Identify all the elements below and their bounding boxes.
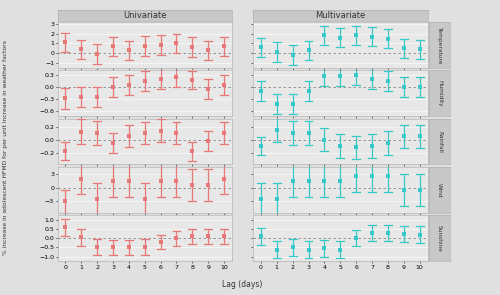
Text: Lag (days): Lag (days) xyxy=(222,279,262,289)
Text: Univariate: Univariate xyxy=(123,11,166,20)
Text: Temperature: Temperature xyxy=(437,26,442,64)
Text: Wind: Wind xyxy=(437,183,442,197)
Text: Sunshine: Sunshine xyxy=(437,225,442,252)
Text: Multivariate: Multivariate xyxy=(315,11,366,20)
Text: Rainfall: Rainfall xyxy=(437,131,442,153)
Text: % increase in adolescent HFMD for per unit increase in weather factors: % increase in adolescent HFMD for per un… xyxy=(4,40,8,255)
Text: Humidity: Humidity xyxy=(437,80,442,106)
